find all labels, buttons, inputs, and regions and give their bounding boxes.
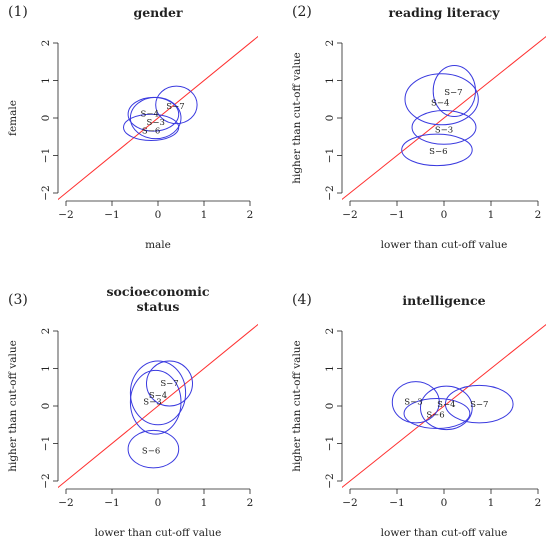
x-axis-label: male bbox=[145, 239, 171, 251]
x-tick-label: −1 bbox=[389, 209, 404, 221]
x-axis-label: lower than cut-off value bbox=[95, 527, 222, 537]
x-tick-label: −1 bbox=[104, 497, 119, 509]
confidence-ellipse-s-6 bbox=[403, 398, 471, 429]
reference-line bbox=[58, 323, 258, 489]
confidence-ellipse-s-4 bbox=[404, 73, 479, 126]
confidence-ellipse-s-7 bbox=[444, 384, 514, 424]
y-tick-label: 0 bbox=[324, 115, 336, 122]
reference-line bbox=[342, 35, 546, 201]
reference-line bbox=[342, 323, 546, 489]
ellipse-label: S−6 bbox=[426, 410, 444, 420]
y-axis-label: higher than cut-off value bbox=[291, 340, 303, 472]
ellipse-label: S−7 bbox=[166, 102, 184, 112]
y-tick-label: 1 bbox=[40, 77, 52, 84]
chart-title-line2: status bbox=[137, 299, 180, 314]
panel-number: (2) bbox=[292, 4, 312, 20]
confidence-ellipse-s-7 bbox=[146, 360, 193, 407]
confidence-ellipse-s-6 bbox=[401, 133, 473, 167]
y-axis-label: female bbox=[7, 100, 19, 136]
ellipse-label: S−3 bbox=[143, 398, 161, 408]
chart-title: socioeconomic bbox=[107, 284, 210, 299]
y-tick-label: −2 bbox=[324, 185, 336, 200]
y-tick-label: 1 bbox=[324, 77, 336, 84]
x-tick-label: −2 bbox=[342, 209, 357, 221]
confidence-ellipse-s-3 bbox=[129, 369, 182, 435]
chart-title: reading literacy bbox=[388, 5, 500, 20]
ellipse-label: S−3 bbox=[404, 398, 422, 408]
x-tick-label: 1 bbox=[488, 209, 495, 221]
panel-number: (1) bbox=[8, 4, 28, 20]
y-tick-label: −1 bbox=[40, 148, 52, 163]
ellipse-label: S−3 bbox=[147, 118, 165, 128]
x-tick-label: 2 bbox=[247, 497, 254, 509]
panel-number: (3) bbox=[8, 292, 28, 308]
y-tick-label: −2 bbox=[324, 473, 336, 488]
chart-panel-4: (4) intelligence −2 −2 −1 −1 0 0 1 1 2 2 lower than … bbox=[291, 292, 546, 537]
x-tick-label: 2 bbox=[247, 209, 254, 221]
y-tick-label: −2 bbox=[40, 185, 52, 200]
x-tick-label: 1 bbox=[488, 497, 495, 509]
confidence-ellipse-s-7 bbox=[432, 65, 476, 117]
x-tick-label: −1 bbox=[389, 497, 404, 509]
chart-title: intelligence bbox=[402, 293, 485, 308]
ellipse-label: S−6 bbox=[142, 126, 160, 136]
y-axis-label: higher than cut-off value bbox=[291, 52, 303, 184]
ellipse-label: S−7 bbox=[444, 88, 462, 98]
ellipse-label: S−6 bbox=[429, 147, 447, 157]
y-tick-label: 0 bbox=[40, 115, 52, 122]
confidence-ellipse-s-4 bbox=[129, 360, 187, 426]
x-axis-label: lower than cut-off value bbox=[381, 239, 508, 251]
ellipse-label: S−7 bbox=[470, 400, 488, 410]
x-tick-label: 0 bbox=[441, 497, 448, 509]
y-axis-label: higher than cut-off value bbox=[7, 340, 19, 472]
x-tick-label: 1 bbox=[201, 497, 208, 509]
x-tick-label: −1 bbox=[104, 209, 119, 221]
x-tick-label: 1 bbox=[201, 209, 208, 221]
confidence-ellipse-s-3 bbox=[129, 96, 182, 140]
confidence-ellipse-s-4 bbox=[420, 385, 473, 431]
y-tick-label: 0 bbox=[40, 403, 52, 410]
reference-line bbox=[58, 35, 258, 201]
panel-number: (4) bbox=[292, 292, 312, 308]
y-tick-label: 0 bbox=[324, 403, 336, 410]
x-tick-label: 2 bbox=[535, 497, 542, 509]
confidence-ellipse-s-7 bbox=[155, 85, 198, 125]
x-tick-label: 0 bbox=[155, 497, 162, 509]
ellipse-label: S−3 bbox=[435, 125, 453, 135]
y-tick-label: 1 bbox=[324, 365, 336, 372]
y-tick-label: −1 bbox=[324, 436, 336, 451]
x-tick-label: 0 bbox=[155, 209, 162, 221]
ellipse-label: S−4 bbox=[431, 98, 449, 108]
chart-panel-2: (2) reading literacy −2 −2 −1 −1 0 0 1 1 2 2 lower t… bbox=[291, 4, 546, 251]
x-tick-label: −2 bbox=[342, 497, 357, 509]
ellipse-label: S−4 bbox=[141, 110, 159, 120]
ellipse-label: S−6 bbox=[142, 446, 160, 456]
confidence-ellipse-s-3 bbox=[411, 110, 477, 145]
x-axis-label: lower than cut-off value bbox=[381, 527, 508, 537]
confidence-ellipse-s-6 bbox=[127, 429, 180, 469]
y-tick-label: 2 bbox=[40, 40, 52, 47]
y-tick-label: 2 bbox=[324, 40, 336, 47]
x-tick-label: 0 bbox=[441, 209, 448, 221]
y-tick-label: 2 bbox=[324, 328, 336, 335]
ellipse-label: S−4 bbox=[149, 391, 167, 401]
x-tick-label: −2 bbox=[58, 497, 73, 509]
confidence-ellipse-s-6 bbox=[123, 113, 180, 141]
y-tick-label: 2 bbox=[40, 328, 52, 335]
x-tick-label: −2 bbox=[58, 209, 73, 221]
y-tick-label: −2 bbox=[40, 473, 52, 488]
y-tick-label: −1 bbox=[324, 148, 336, 163]
confidence-ellipse-s-3 bbox=[391, 381, 440, 424]
chart-title: gender bbox=[133, 5, 182, 20]
y-tick-label: −1 bbox=[40, 436, 52, 451]
x-tick-label: 2 bbox=[535, 209, 542, 221]
ellipse-label: S−7 bbox=[160, 379, 178, 389]
y-tick-label: 1 bbox=[40, 365, 52, 372]
ellipse-label: S−4 bbox=[437, 400, 455, 410]
